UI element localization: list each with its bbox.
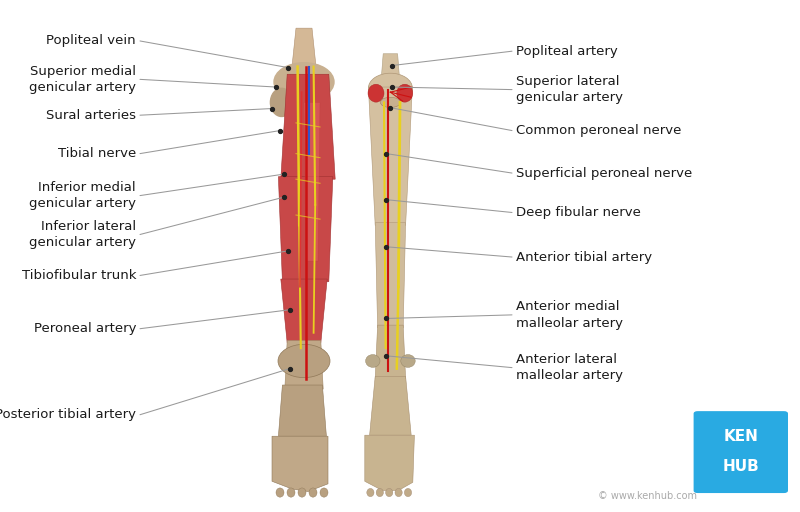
Ellipse shape bbox=[278, 344, 330, 378]
Ellipse shape bbox=[276, 488, 284, 497]
Text: Popliteal artery: Popliteal artery bbox=[516, 45, 618, 58]
Text: KEN: KEN bbox=[723, 429, 758, 444]
Text: Deep fibular nerve: Deep fibular nerve bbox=[516, 206, 641, 219]
Text: Anterior tibial artery: Anterior tibial artery bbox=[516, 250, 652, 264]
Text: Inferior medial
genicular artery: Inferior medial genicular artery bbox=[29, 181, 136, 210]
Ellipse shape bbox=[366, 488, 374, 497]
Text: Superior lateral
genicular artery: Superior lateral genicular artery bbox=[516, 75, 623, 104]
Text: Inferior lateral
genicular artery: Inferior lateral genicular artery bbox=[29, 220, 136, 249]
Polygon shape bbox=[285, 340, 323, 389]
Ellipse shape bbox=[287, 488, 295, 497]
Ellipse shape bbox=[298, 488, 306, 497]
Polygon shape bbox=[382, 54, 399, 74]
Text: Posterior tibial artery: Posterior tibial artery bbox=[0, 408, 136, 421]
Ellipse shape bbox=[397, 84, 413, 102]
Polygon shape bbox=[292, 28, 316, 67]
Text: Sural arteries: Sural arteries bbox=[46, 109, 136, 122]
Polygon shape bbox=[368, 87, 413, 225]
Text: HUB: HUB bbox=[722, 459, 759, 475]
Polygon shape bbox=[281, 279, 327, 343]
Ellipse shape bbox=[404, 488, 412, 497]
Ellipse shape bbox=[395, 488, 402, 497]
Text: Superior medial
genicular artery: Superior medial genicular artery bbox=[29, 65, 136, 94]
Text: Tibial nerve: Tibial nerve bbox=[58, 147, 136, 160]
Polygon shape bbox=[365, 435, 414, 490]
Ellipse shape bbox=[309, 488, 317, 497]
Text: Peroneal artery: Peroneal artery bbox=[34, 322, 136, 335]
Ellipse shape bbox=[376, 488, 383, 497]
Polygon shape bbox=[304, 102, 320, 261]
Text: Superficial peroneal nerve: Superficial peroneal nerve bbox=[516, 166, 692, 180]
Ellipse shape bbox=[368, 73, 413, 103]
Text: Tibiofibular trunk: Tibiofibular trunk bbox=[22, 269, 136, 282]
Ellipse shape bbox=[274, 63, 334, 101]
Text: Anterior medial
malleolar artery: Anterior medial malleolar artery bbox=[516, 300, 623, 330]
Polygon shape bbox=[278, 385, 326, 436]
FancyBboxPatch shape bbox=[694, 411, 788, 493]
Polygon shape bbox=[375, 325, 406, 379]
Ellipse shape bbox=[381, 97, 400, 108]
Ellipse shape bbox=[320, 488, 328, 497]
Ellipse shape bbox=[270, 88, 293, 117]
Text: Common peroneal nerve: Common peroneal nerve bbox=[516, 124, 682, 137]
Text: © www.kenhub.com: © www.kenhub.com bbox=[598, 490, 698, 501]
Ellipse shape bbox=[366, 354, 380, 368]
Polygon shape bbox=[375, 223, 406, 328]
Polygon shape bbox=[272, 436, 328, 492]
Polygon shape bbox=[278, 177, 333, 282]
Polygon shape bbox=[370, 376, 411, 435]
Polygon shape bbox=[281, 74, 335, 179]
Ellipse shape bbox=[386, 488, 393, 497]
Text: Popliteal vein: Popliteal vein bbox=[46, 34, 136, 48]
Ellipse shape bbox=[401, 354, 415, 368]
Text: Anterior lateral
malleolar artery: Anterior lateral malleolar artery bbox=[516, 353, 623, 382]
Ellipse shape bbox=[368, 84, 384, 102]
